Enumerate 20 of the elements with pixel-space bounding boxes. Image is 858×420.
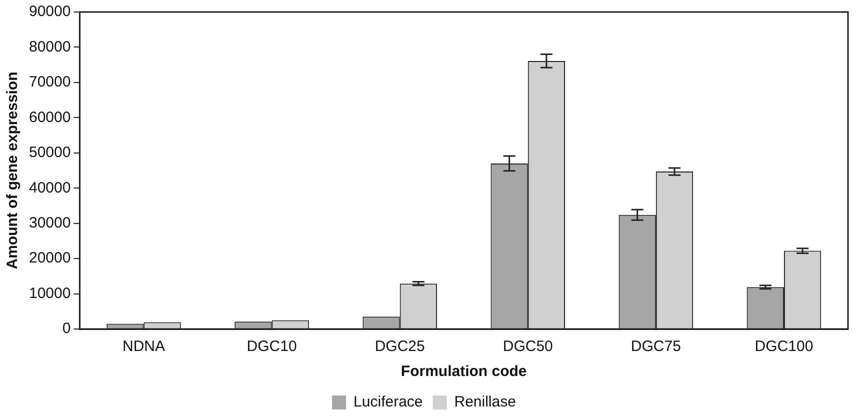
x-tick-label: DGC75 xyxy=(630,338,681,356)
y-tick-label: 20000 xyxy=(28,250,71,267)
x-axis-title: Formulation code xyxy=(400,363,527,380)
x-tick-label: DGC50 xyxy=(502,338,553,356)
y-tick-label: 30000 xyxy=(28,214,71,232)
legend-label: Luciferace xyxy=(354,394,423,411)
y-tick-label: 10000 xyxy=(28,284,71,302)
x-tick-label: DGC100 xyxy=(754,338,814,356)
x-tick-label: DGC10 xyxy=(246,338,297,356)
y-axis-title: Amount of gene expression xyxy=(4,72,22,270)
y-tick-label: 0 xyxy=(62,320,71,338)
y-tick-label: 70000 xyxy=(28,74,71,91)
y-tick-label: 60000 xyxy=(28,108,71,126)
x-tick-label: NDNA xyxy=(122,338,165,356)
y-tick-label: 80000 xyxy=(28,38,71,56)
y-tick-label: 40000 xyxy=(28,179,71,196)
legend-label: Renillase xyxy=(454,394,516,411)
y-tick-label: 90000 xyxy=(28,3,71,20)
x-tick-label: DGC25 xyxy=(374,338,425,356)
y-tick-label: 50000 xyxy=(28,144,71,162)
